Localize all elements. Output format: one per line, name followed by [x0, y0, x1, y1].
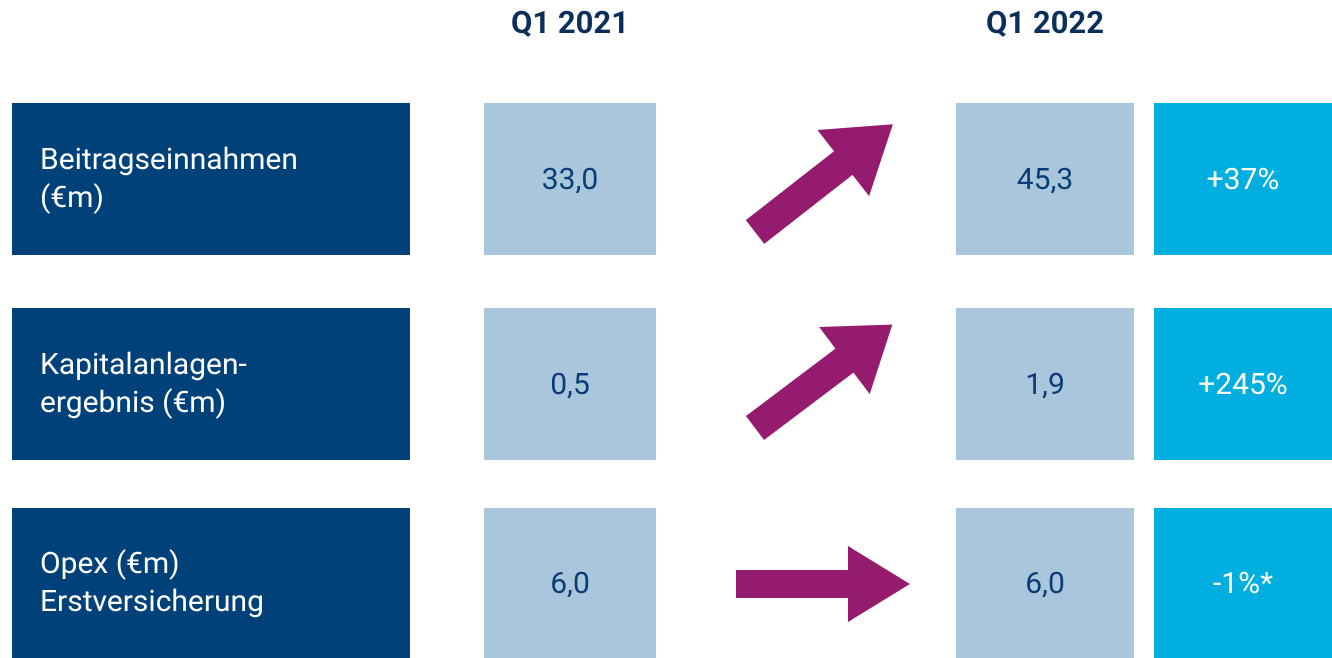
- label-line: (€m): [40, 180, 104, 215]
- value-cell: 6,0: [956, 508, 1134, 658]
- arrow-up: [745, 324, 893, 440]
- column-header: Q1 2021: [510, 4, 629, 41]
- change-cell: -1%*: [1154, 508, 1332, 658]
- row-label: Kapitalanlagen- ergebnis (€m): [12, 308, 410, 460]
- row-label: Opex (€m) Erstversicherung: [12, 508, 410, 658]
- arrow-up: [745, 124, 893, 244]
- label-line: ergebnis (€m): [40, 385, 227, 420]
- row-label: Beitragseinnahmen (€m): [12, 103, 410, 255]
- value-cell: 45,3: [956, 103, 1134, 255]
- column-header: Q1 2022: [985, 4, 1104, 41]
- change-cell: +37%: [1154, 103, 1332, 255]
- value-cell: 1,9: [956, 308, 1134, 460]
- value-cell: 6,0: [484, 508, 656, 658]
- label-line: Beitragseinnahmen: [40, 142, 298, 177]
- value-cell: 33,0: [484, 103, 656, 255]
- label-line: Opex (€m): [40, 546, 180, 581]
- value-cell: 0,5: [484, 308, 656, 460]
- arrow-right: [736, 546, 910, 622]
- label-line: Erstversicherung: [40, 584, 264, 619]
- change-cell: +245%: [1154, 308, 1332, 460]
- label-line: Kapitalanlagen-: [40, 347, 247, 382]
